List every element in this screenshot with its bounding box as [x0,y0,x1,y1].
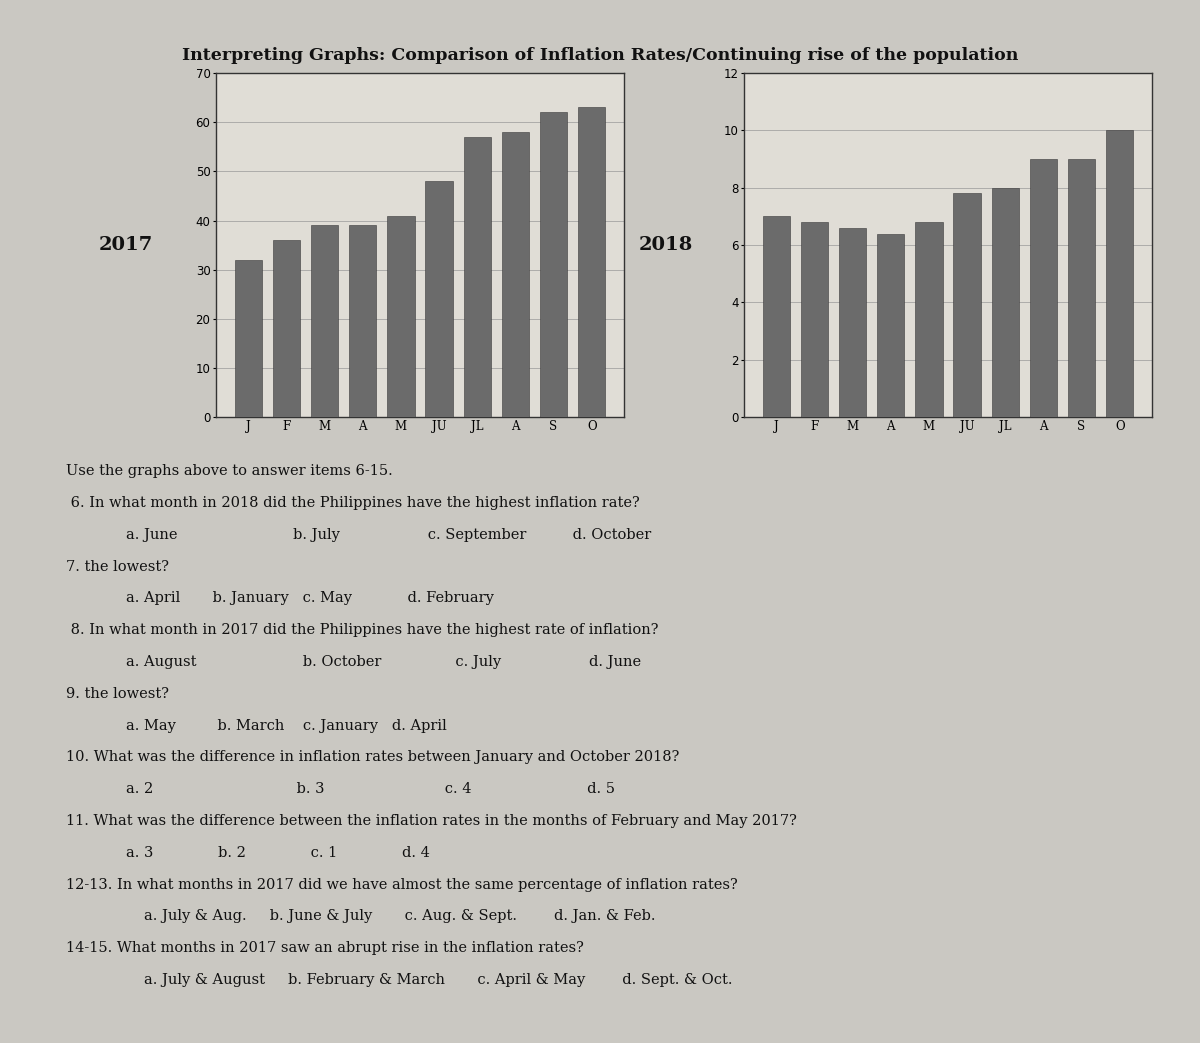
Bar [388,216,415,417]
Bar [762,217,790,417]
Bar [311,225,338,417]
Text: a. July & August     b. February & March       c. April & May        d. Sept. & : a. July & August b. February & March c. … [144,973,732,987]
Bar [877,234,905,417]
Bar [991,188,1019,417]
Bar [425,181,452,417]
Text: Use the graphs above to answer items 6-15.: Use the graphs above to answer items 6-1… [66,464,392,478]
Bar [540,113,568,417]
Bar [502,132,529,417]
Text: a. August                       b. October                c. July               : a. August b. October c. July [126,655,641,669]
Bar [800,222,828,417]
Text: 6. In what month in 2018 did the Philippines have the highest inflation rate?: 6. In what month in 2018 did the Philipp… [66,495,640,510]
Bar [1106,130,1134,417]
Bar [1030,160,1057,417]
Text: a. April       b. January   c. May            d. February: a. April b. January c. May d. February [126,591,494,605]
Bar [234,260,262,417]
Text: 9. the lowest?: 9. the lowest? [66,687,169,701]
Text: a. 3              b. 2              c. 1              d. 4: a. 3 b. 2 c. 1 d. 4 [126,846,430,859]
Text: 2018: 2018 [638,236,694,254]
Text: a. May         b. March    c. January   d. April: a. May b. March c. January d. April [126,719,446,732]
Text: a. 2                               b. 3                          c. 4           : a. 2 b. 3 c. 4 [126,782,616,796]
Bar [463,137,491,417]
Bar [953,194,980,417]
Text: Interpreting Graphs: Comparison of Inflation Rates/Continuing rise of the popula: Interpreting Graphs: Comparison of Infla… [182,47,1018,64]
Text: a. July & Aug.     b. June & July       c. Aug. & Sept.        d. Jan. & Feb.: a. July & Aug. b. June & July c. Aug. & … [144,909,655,923]
Bar [839,228,866,417]
Text: 12-13. In what months in 2017 did we have almost the same percentage of inflatio: 12-13. In what months in 2017 did we hav… [66,877,738,892]
Text: 7. the lowest?: 7. the lowest? [66,559,169,574]
Text: 11. What was the difference between the inflation rates in the months of Februar: 11. What was the difference between the … [66,814,797,828]
Text: 8. In what month in 2017 did the Philippines have the highest rate of inflation?: 8. In what month in 2017 did the Philipp… [66,623,659,637]
Bar [1068,160,1096,417]
Bar [916,222,943,417]
Text: 2017: 2017 [98,236,154,254]
Text: 10. What was the difference in inflation rates between January and October 2018?: 10. What was the difference in inflation… [66,750,679,765]
Text: 14-15. What months in 2017 saw an abrupt rise in the inflation rates?: 14-15. What months in 2017 saw an abrupt… [66,941,584,955]
Bar [349,225,377,417]
Bar [578,107,606,417]
Bar [272,240,300,417]
Text: a. June                         b. July                   c. September          : a. June b. July c. September [126,528,652,541]
